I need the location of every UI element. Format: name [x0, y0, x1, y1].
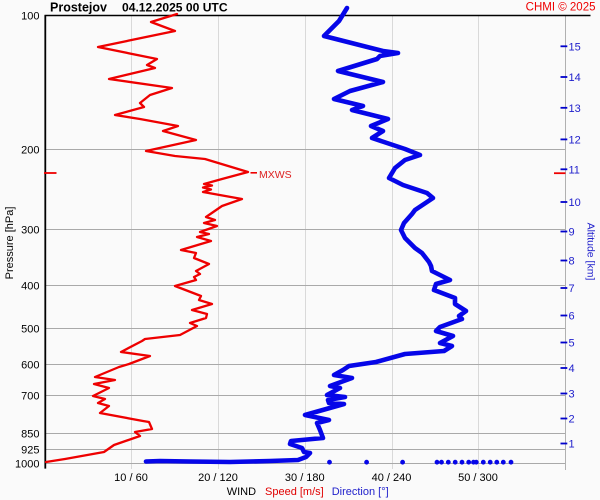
svg-text:14: 14 — [569, 72, 581, 84]
svg-text:Direction [°]: Direction [°] — [332, 486, 389, 498]
svg-text:1: 1 — [569, 439, 575, 451]
svg-text:10: 10 — [569, 197, 581, 209]
svg-text:WIND: WIND — [227, 486, 256, 498]
svg-text:1000: 1000 — [15, 458, 39, 470]
svg-text:925: 925 — [21, 444, 39, 456]
svg-text:8: 8 — [569, 256, 575, 268]
svg-text:10 / 60: 10 / 60 — [114, 472, 148, 484]
svg-text:300: 300 — [21, 224, 39, 236]
svg-text:MXWS: MXWS — [259, 169, 292, 181]
svg-text:11: 11 — [569, 164, 580, 176]
svg-text:3: 3 — [569, 389, 575, 401]
svg-text:12: 12 — [569, 134, 581, 146]
svg-text:Pressure [hPa]: Pressure [hPa] — [4, 207, 16, 280]
svg-text:700: 700 — [21, 390, 39, 402]
svg-text:7: 7 — [569, 283, 575, 295]
svg-text:04.12.2025 00 UTC: 04.12.2025 00 UTC — [122, 1, 228, 15]
svg-text:400: 400 — [21, 280, 39, 292]
svg-text:20 / 120: 20 / 120 — [198, 472, 238, 484]
svg-text:850: 850 — [21, 428, 39, 440]
svg-text:Prostejov: Prostejov — [50, 1, 107, 15]
svg-text:6: 6 — [569, 311, 575, 323]
svg-text:40 / 240: 40 / 240 — [372, 472, 412, 484]
svg-text:50 / 300: 50 / 300 — [458, 472, 498, 484]
svg-text:Speed [m/s]: Speed [m/s] — [265, 486, 324, 498]
svg-text:500: 500 — [21, 323, 39, 335]
svg-text:5: 5 — [569, 338, 575, 350]
svg-text:CHMI © 2025: CHMI © 2025 — [526, 2, 596, 14]
svg-text:100: 100 — [21, 11, 39, 23]
svg-text:15: 15 — [569, 41, 581, 53]
svg-text:2: 2 — [569, 414, 575, 426]
svg-text:9: 9 — [569, 227, 575, 239]
svg-text:4: 4 — [569, 363, 575, 375]
svg-text:200: 200 — [21, 144, 39, 156]
svg-text:13: 13 — [569, 103, 581, 115]
svg-text:Altitude [km]: Altitude [km] — [585, 223, 597, 281]
svg-text:30 / 180: 30 / 180 — [285, 472, 325, 484]
svg-text:600: 600 — [21, 359, 39, 371]
